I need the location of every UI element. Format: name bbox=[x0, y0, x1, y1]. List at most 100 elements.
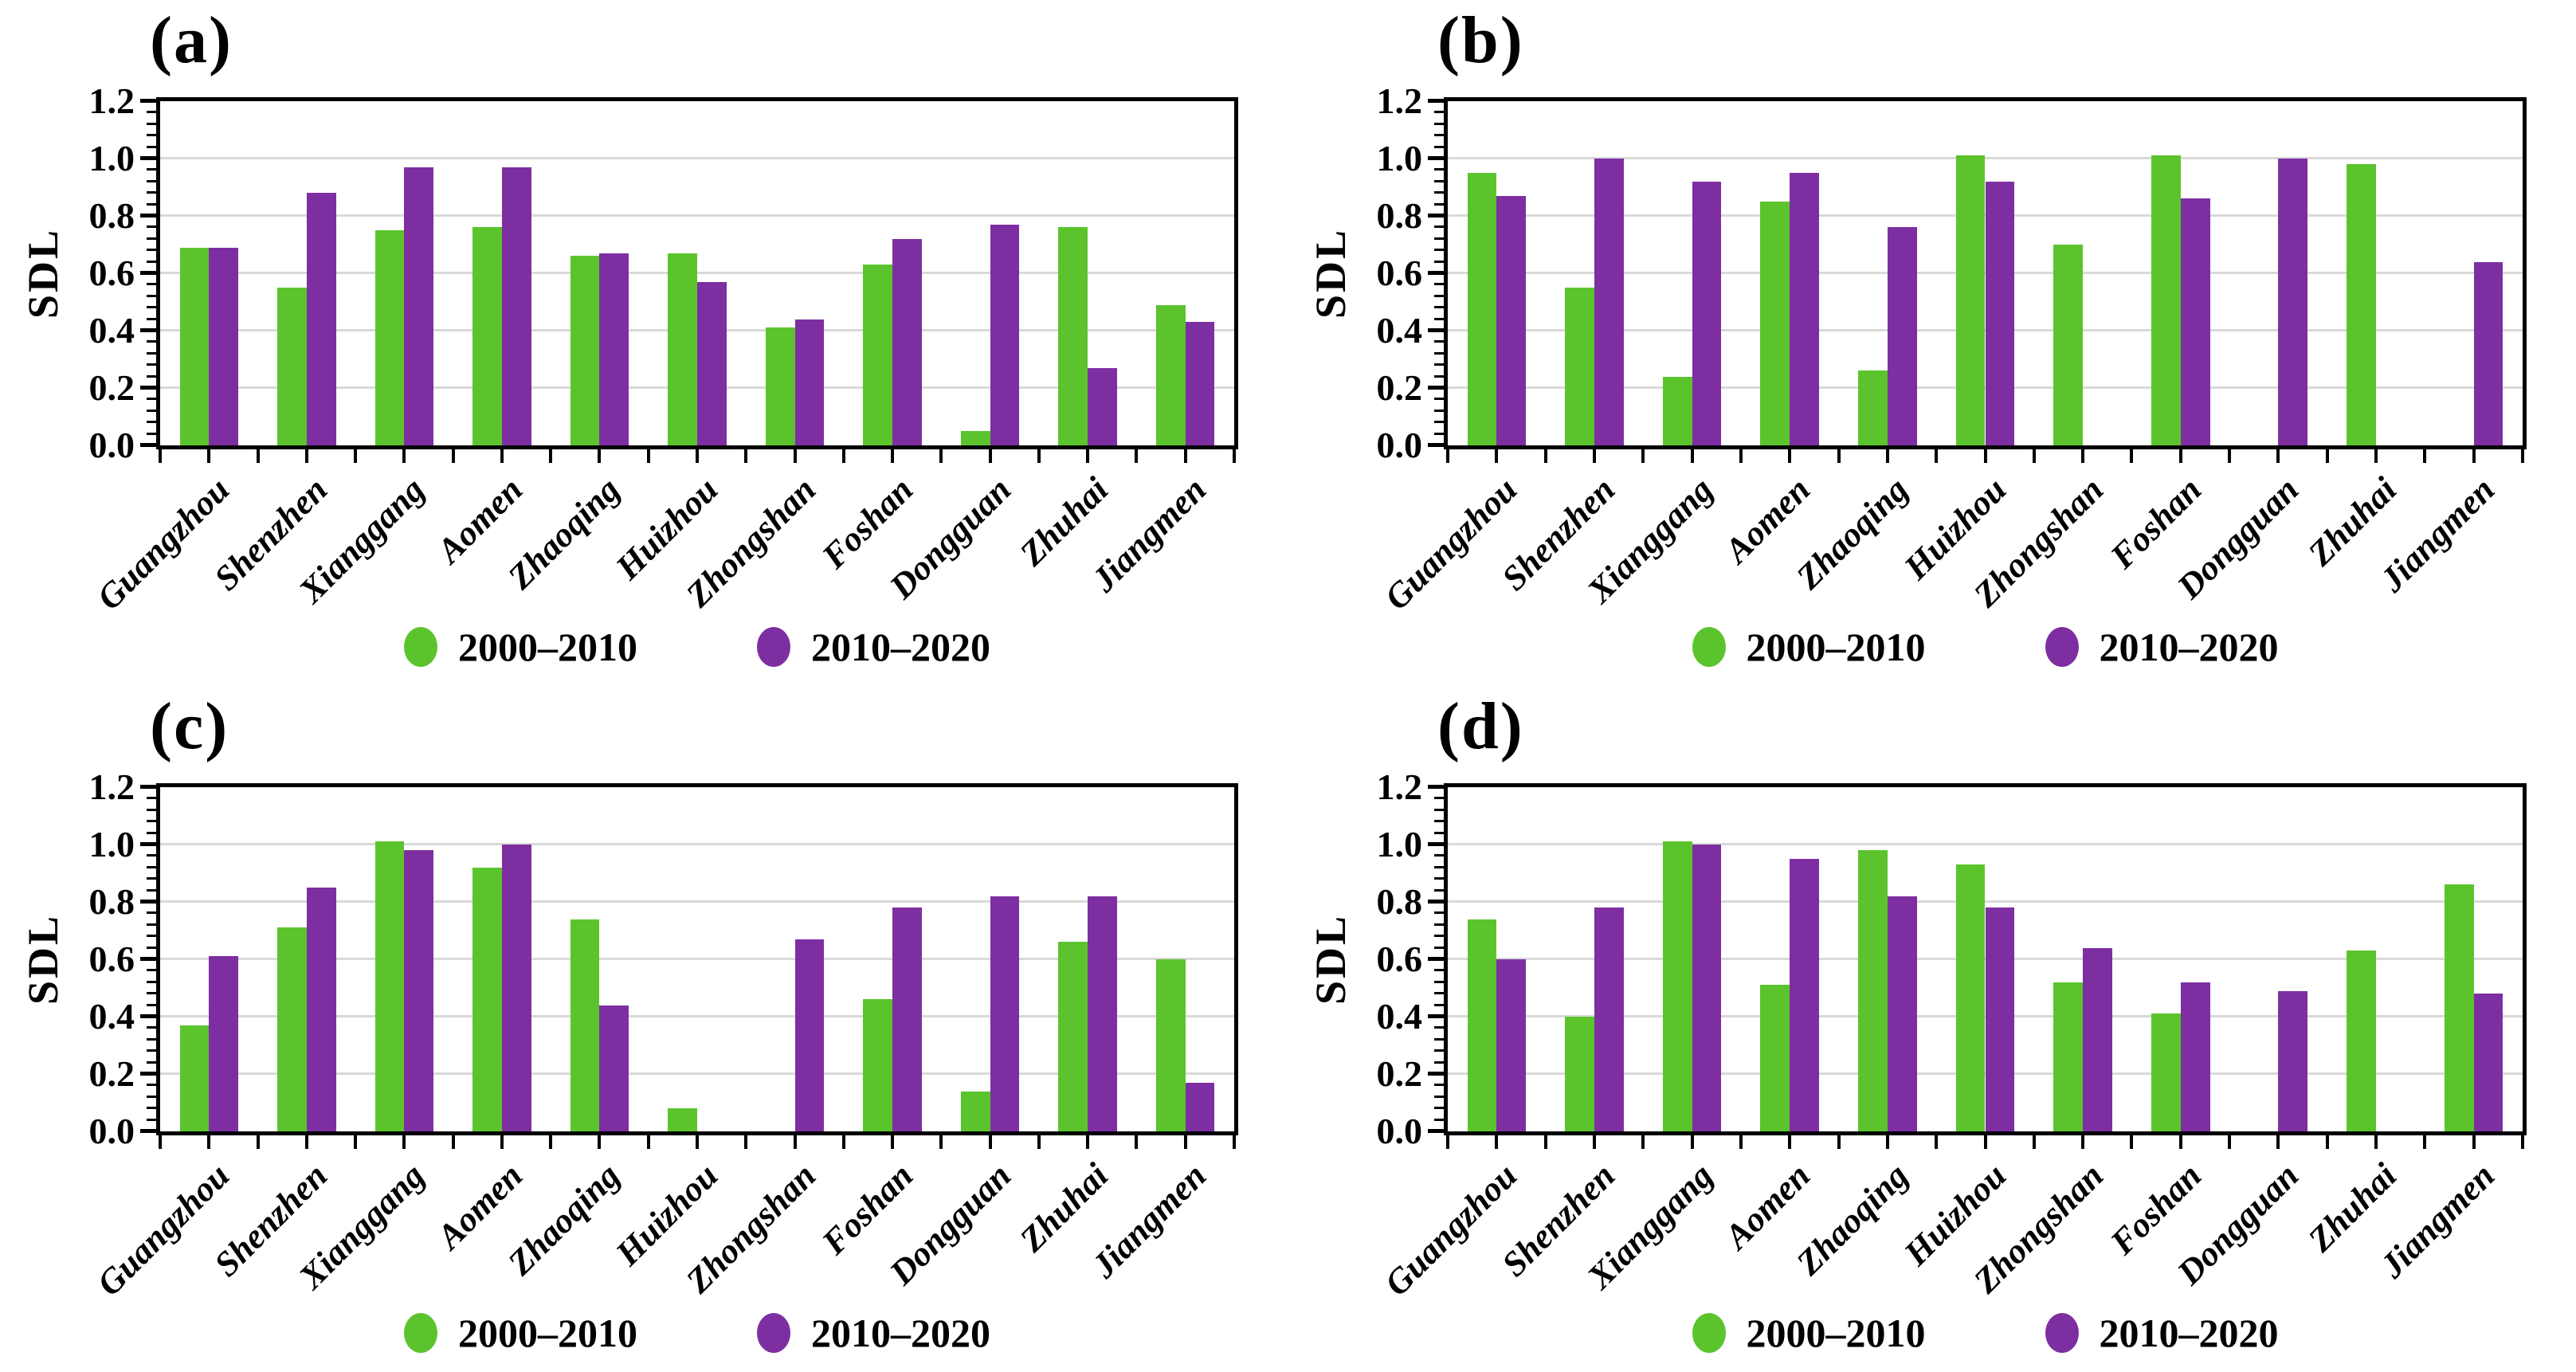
legend-label: 2010–2020 bbox=[811, 625, 990, 669]
x-axis-tick bbox=[2374, 449, 2378, 463]
bar-green-huizhou bbox=[668, 1108, 697, 1131]
plot-area: 0.0 0.2 0.4 0.6 0.8 1.0 1.2 Guangzhou Shenzhen Xi… bbox=[89, 767, 1238, 1303]
x-axis-tick bbox=[402, 1135, 406, 1149]
bar-purple-shenzhen bbox=[1594, 907, 1624, 1131]
y-axis-minor-tick bbox=[1434, 1095, 1444, 1098]
bar-purple-xianggang bbox=[1692, 845, 1722, 1131]
x-axis-tick bbox=[696, 449, 699, 463]
y-axis-minor-tick bbox=[147, 877, 156, 880]
y-axis-minor-tick bbox=[1434, 865, 1444, 868]
x-axis-tick bbox=[1086, 1135, 1090, 1149]
y-axis-minor-tick bbox=[147, 283, 156, 286]
y-axis-minor-tick bbox=[1434, 260, 1444, 263]
bar-purple-xianggang bbox=[404, 167, 434, 445]
y-axis-minor-tick bbox=[1434, 797, 1444, 800]
y-axis-minor-tick bbox=[1434, 191, 1444, 194]
y-axis-minor-tick bbox=[147, 911, 156, 915]
y-axis-tick-label: 0.6 bbox=[1376, 939, 1423, 979]
bar-green-guangzhou bbox=[1467, 173, 1497, 445]
panel-d-title: (d) bbox=[1437, 689, 1524, 763]
y-axis-minor-tick bbox=[1434, 145, 1444, 148]
bar-purple-dongguan bbox=[2278, 159, 2308, 445]
y-axis-minor-tick bbox=[1434, 249, 1444, 252]
y-axis-tick-label: 0.6 bbox=[88, 253, 135, 293]
x-axis-tick bbox=[1495, 1135, 1499, 1149]
y-axis-minor-tick bbox=[1434, 808, 1444, 811]
y-axis-minor-tick bbox=[1434, 237, 1444, 240]
y-axis-minor-tick bbox=[1434, 946, 1444, 949]
y-axis-minor-tick bbox=[147, 1037, 156, 1041]
x-axis-tick bbox=[1983, 449, 1987, 463]
x-axis-tick bbox=[2423, 1135, 2427, 1149]
bar-purple-xianggang bbox=[404, 850, 434, 1131]
y-axis-tick-label: 1.0 bbox=[88, 138, 135, 178]
gridline bbox=[160, 900, 1234, 904]
x-axis-tick bbox=[2228, 1135, 2232, 1149]
x-axis-tick bbox=[451, 1135, 455, 1149]
x-axis-tick bbox=[1135, 1135, 1139, 1149]
bar-green-zhaoqing bbox=[1858, 370, 1888, 445]
y-axis-minor-tick bbox=[147, 992, 156, 995]
y-axis-minor-tick bbox=[147, 1107, 156, 1110]
panel-c: (c) SDL 0.0 0.2 0.4 0.6 0.8 1.0 1.2 Guangzhou Sh… bbox=[0, 686, 1288, 1372]
y-axis-minor-tick bbox=[1434, 398, 1444, 401]
gridline bbox=[1448, 157, 2523, 159]
legend-item-second-period: 2010–2020 bbox=[757, 624, 990, 670]
bar-green-aomen bbox=[472, 227, 502, 445]
gridline bbox=[160, 843, 1234, 845]
legend-label: 2010–2020 bbox=[2099, 625, 2279, 669]
x-axis-tick bbox=[988, 1135, 992, 1149]
y-axis-minor-tick bbox=[1434, 374, 1444, 378]
x-axis-tick bbox=[1086, 449, 1090, 463]
x-axis-tick bbox=[304, 449, 308, 463]
x-axis-tick bbox=[1495, 449, 1499, 463]
legend-item-first-period: 2000–2010 bbox=[1692, 1310, 1926, 1356]
bar-purple-dongguan bbox=[2278, 990, 2308, 1131]
bar-purple-zhongshan bbox=[794, 319, 825, 445]
y-axis-minor-tick bbox=[1434, 854, 1444, 857]
legend: 2000–2010 2010–2020 bbox=[156, 1301, 1238, 1365]
y-axis-minor-tick bbox=[1434, 122, 1444, 125]
y-axis-minor-tick bbox=[1434, 877, 1444, 880]
x-axis-tick bbox=[1183, 1135, 1187, 1149]
y-axis-tick-label: 1.2 bbox=[1376, 80, 1423, 121]
y-axis-minor-tick bbox=[147, 168, 156, 171]
y-axis-minor-tick bbox=[147, 317, 156, 320]
y-axis-tick-label: 1.2 bbox=[88, 80, 135, 121]
bar-purple-foshan bbox=[2180, 198, 2210, 445]
x-axis-tick bbox=[1543, 1135, 1547, 1149]
x-axis-tick bbox=[793, 449, 797, 463]
gridline bbox=[160, 214, 1234, 218]
bar-green-xianggang bbox=[374, 230, 405, 445]
bar-green-shenzhen bbox=[1565, 1017, 1594, 1131]
bar-purple-zhaoqing bbox=[1887, 896, 1917, 1131]
y-axis-major-tick bbox=[1428, 842, 1444, 846]
y-axis-major-tick bbox=[140, 271, 156, 275]
y-axis-minor-tick bbox=[147, 306, 156, 309]
panel-c-title: (c) bbox=[150, 689, 229, 763]
y-axis-minor-tick bbox=[1434, 340, 1444, 343]
y-axis-minor-tick bbox=[147, 202, 156, 206]
bar-green-huizhou bbox=[1955, 864, 1986, 1131]
x-axis-tick bbox=[354, 449, 358, 463]
y-axis-minor-tick bbox=[147, 1060, 156, 1064]
bar-purple-zhongshan bbox=[2083, 947, 2112, 1131]
y-axis-minor-tick bbox=[1434, 992, 1444, 995]
bar-purple-zhuhai bbox=[1088, 367, 1117, 445]
y-axis-minor-tick bbox=[147, 923, 156, 926]
plot-area: 0.0 0.2 0.4 0.6 0.8 1.0 1.2 Guangzhou Shenzhen Xi… bbox=[1377, 767, 2527, 1303]
y-axis-tick-label: 0.2 bbox=[1376, 1053, 1423, 1095]
legend-marker-purple-icon bbox=[2045, 627, 2079, 667]
x-axis-tick bbox=[2032, 1135, 2036, 1149]
legend-item-second-period: 2010–2020 bbox=[2045, 624, 2279, 670]
x-axis-tick bbox=[2178, 449, 2182, 463]
bar-green-foshan bbox=[2151, 155, 2181, 445]
x-axis-tick bbox=[646, 1135, 650, 1149]
y-axis-tick-label: 0.4 bbox=[1376, 996, 1423, 1037]
bar-purple-xianggang bbox=[1692, 181, 1722, 445]
gridline bbox=[1448, 843, 2523, 845]
x-axis-tick bbox=[1233, 449, 1236, 463]
y-axis-minor-tick bbox=[147, 1026, 156, 1029]
y-axis-minor-tick bbox=[1434, 1003, 1444, 1006]
bar-purple-zhongshan bbox=[794, 939, 825, 1131]
